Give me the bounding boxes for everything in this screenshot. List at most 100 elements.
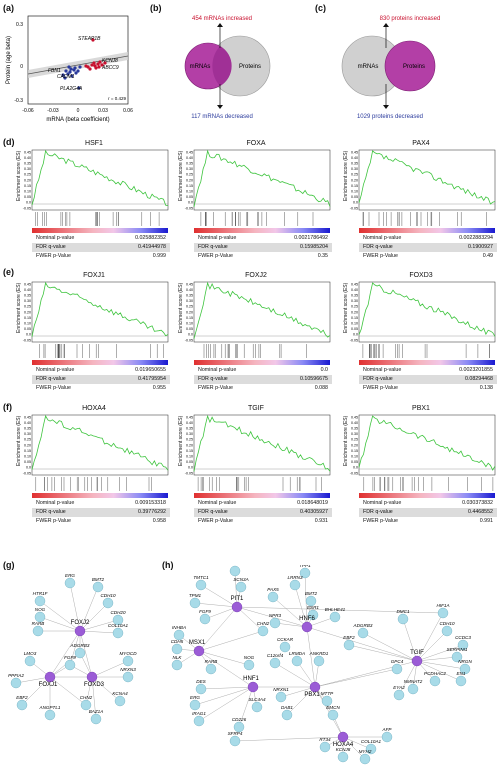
gene-label: ABCC9 (101, 65, 119, 71)
stat-label: FWER p-Value (363, 253, 398, 259)
venn-left-label: mRNAs (358, 64, 379, 70)
gene-node (313, 655, 325, 667)
gsea-panel-tgif: TGIF Enrichment score (ES) 0.45 0.40 0.35 0.3… (178, 405, 332, 529)
stat-label: FDR q-value (198, 244, 228, 250)
gene-label: INHBA (172, 625, 186, 630)
gsea-ytick-label: 0.30 (351, 299, 358, 303)
stat-value: 0.41944978 (138, 244, 166, 250)
gene-node (205, 663, 217, 675)
gsea-ytick-label: 0.25 (351, 305, 358, 309)
stat-value: 0.025882352 (135, 235, 166, 241)
gene-node (195, 683, 207, 695)
stats-row: FDR q-value 0.15985204 (194, 243, 332, 252)
gene-node (319, 741, 331, 753)
gsea-ytick-label: 0.0 (26, 201, 31, 205)
stat-label: FDR q-value (36, 244, 66, 250)
gsea-ytick-label: 0.30 (24, 167, 31, 171)
gene-label: SERPINI1 (447, 647, 468, 652)
enrichment-curve (193, 281, 331, 339)
gene-node (343, 639, 355, 651)
stats-row: Nominal p-value 0.0022883294 (359, 234, 497, 243)
gsea-ytick-label: 0.35 (186, 294, 193, 298)
hub-label: PBX1 (304, 692, 320, 698)
gsea-ytick-label: 0.10 (351, 322, 358, 326)
network-edge (362, 632, 418, 662)
stat-label: Nominal p-value (198, 500, 237, 506)
gene-label: PPFIA2 (8, 673, 24, 678)
network-edge (416, 660, 462, 682)
gene-label: CD226 (232, 717, 247, 722)
stats-row: FDR q-value 0.4468552 (359, 508, 497, 517)
enrichment-curve (193, 149, 331, 207)
gene-node (451, 651, 463, 663)
gsea-stats-table: Nominal p-value 0.0 FDR q-value 0.10596675 F… (194, 366, 332, 393)
scatter-point (61, 73, 65, 77)
gsea-ytick-label: 0.20 (24, 178, 31, 182)
gsea-ytick-label: 0.0 (188, 466, 193, 470)
gsea-ytick-label: 0.20 (351, 443, 358, 447)
scatter-point (77, 86, 81, 90)
gene-label: ADGRB3 (70, 643, 90, 648)
gene-label: NRXN3 (120, 667, 136, 672)
gene-node (337, 751, 349, 763)
gene-node (459, 663, 471, 675)
enrichment-plot: 0.45 0.40 0.350.30 0.250.20 0.15 0.100.05 0.0-… (185, 414, 331, 498)
gene-node (269, 617, 281, 629)
gsea-ytick-label: 0.45 (351, 282, 358, 286)
ranked-list-bar (359, 360, 495, 365)
gene-node (92, 581, 104, 593)
scatter-point (100, 63, 104, 67)
ranked-list-bar (194, 228, 330, 233)
ranked-list-bar (32, 228, 168, 233)
network-edge (79, 602, 109, 632)
stat-value: 0.0021786492 (294, 235, 328, 241)
panel-label-h: (h) (162, 560, 174, 570)
gene-node (291, 655, 303, 667)
network-edge (286, 686, 316, 716)
x-axis-title: mRNA (beta coefficient) (46, 117, 109, 123)
gene-node (299, 567, 311, 579)
gsea-ytick-label: 0.35 (186, 162, 193, 166)
gsea-ytick-label: 0.25 (186, 173, 193, 177)
stats-row: Nominal p-value 0.030373832 (359, 499, 497, 508)
gsea-ytick-label: 0.30 (186, 299, 193, 303)
gene-node (357, 627, 369, 639)
hub-node (86, 671, 98, 683)
gsea-ytick-label: -0.05 (350, 206, 358, 210)
panel-label-c: (c) (315, 3, 326, 13)
gene-label: FGF9 (199, 609, 211, 614)
scatter-point (91, 38, 95, 42)
gsea-panel-hoxa4: HOXA4 Enrichment score (ES) 0.45 0.40 0.35 0.… (16, 405, 170, 529)
network-edge (272, 596, 308, 628)
network-edge (236, 606, 444, 614)
stat-label: Nominal p-value (198, 235, 237, 241)
gsea-ytick-label: 0.45 (24, 150, 31, 154)
stats-row: FWER p-Value 0.991 (359, 517, 497, 526)
network-edge (314, 660, 418, 688)
gene-label: RARB (205, 659, 218, 664)
network-edge (198, 606, 238, 652)
gsea-ytick-label: -0.05 (23, 206, 31, 210)
gene-label: BAZ1A (89, 709, 104, 714)
gene-node (235, 581, 247, 593)
gene-node (74, 647, 86, 659)
gene-label: RT34 (319, 737, 331, 742)
network-edge (234, 736, 344, 742)
gsea-stats-table: Nominal p-value 0.0023201855 FDR q-value 0.… (359, 366, 497, 393)
gsea-ytick-label: 0.45 (24, 282, 31, 286)
gsea-title: HSF1 (85, 140, 103, 147)
gsea-ytick-label: 0.35 (24, 427, 31, 431)
gsea-ytick-label: 0.05 (24, 195, 31, 199)
gene-label: TPM1 (189, 593, 202, 598)
ranked-list-bar (359, 228, 495, 233)
gsea-ytick-label: 0.05 (351, 327, 358, 331)
stat-value: 0.999 (152, 253, 166, 259)
gene-label: SFRP4 (228, 731, 243, 736)
enrichment-plot: 0.45 0.40 0.350.30 0.250.20 0.15 0.100.05 0.0-… (23, 149, 169, 233)
stat-value: 0.40305927 (300, 509, 328, 515)
stat-label: FDR q-value (363, 376, 393, 382)
hub-label: HOXA4 (333, 742, 354, 748)
gsea-ytick-label: 0.35 (24, 294, 31, 298)
stat-value: 0.955 (152, 385, 166, 391)
gene-label: AFP (382, 727, 393, 732)
